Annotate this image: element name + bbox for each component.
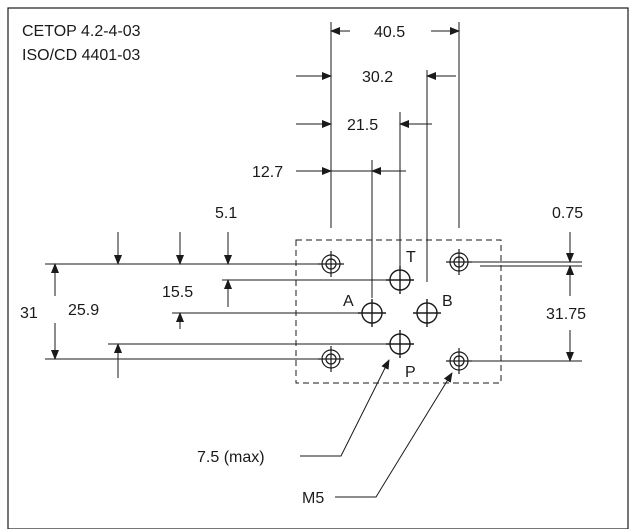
subplate-outline — [295, 239, 502, 384]
dim-label-30-2: 30.2 — [362, 69, 393, 86]
drawing-border — [7, 7, 629, 529]
dim-label-31: 31 — [20, 305, 38, 322]
vertical-dimension-lines — [45, 232, 390, 378]
port-t — [386, 266, 414, 294]
dim-label-15-5: 15.5 — [162, 284, 193, 301]
port-diameter-callout: 7.5 (max) — [197, 449, 265, 466]
dim-label-21-5: 21.5 — [347, 117, 378, 134]
right-dimension-lines — [466, 232, 582, 362]
mounting-holes — [318, 249, 472, 374]
mounting-hole-bottom-right — [446, 348, 472, 374]
port-b — [413, 299, 441, 327]
iso-standard-label: ISO/CD 4401-03 — [22, 47, 140, 64]
leader-thread — [335, 372, 453, 498]
mounting-hole-top-left — [318, 251, 344, 277]
port-t-label: T — [406, 249, 416, 266]
dim-label-40-5: 40.5 — [374, 24, 405, 41]
dim-label-31-75: 31.75 — [546, 306, 586, 323]
horizontal-dimension-lines — [296, 22, 460, 298]
ports — [358, 266, 441, 358]
thread-callout: M5 — [302, 490, 324, 507]
port-a — [358, 299, 386, 327]
port-a-label: A — [343, 293, 354, 310]
callout-leaders — [300, 359, 453, 498]
dim-label-25-9: 25.9 — [68, 302, 99, 319]
port-p-label: P — [405, 364, 416, 381]
dim-label-5-1: 5.1 — [215, 205, 237, 222]
port-b-label: B — [442, 293, 453, 310]
mounting-hole-bottom-left — [318, 346, 344, 372]
dim-label-12-7: 12.7 — [252, 164, 283, 181]
cetop-standard-label: CETOP 4.2-4-03 — [22, 23, 141, 40]
mounting-hole-top-right — [446, 249, 472, 275]
leader-port-diameter — [300, 359, 390, 457]
dim-label-0-75: 0.75 — [552, 205, 583, 222]
port-p — [386, 330, 414, 358]
